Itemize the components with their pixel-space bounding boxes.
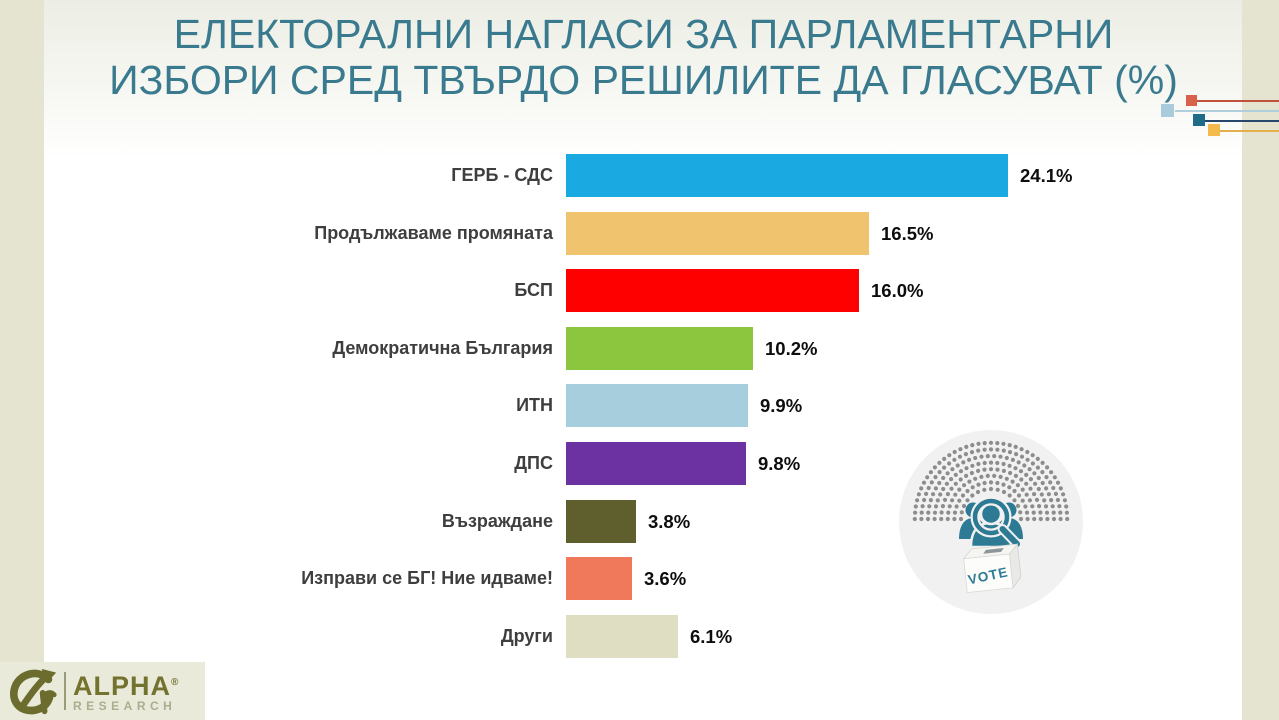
logo-divider bbox=[64, 672, 66, 710]
deco-square-dark-teal bbox=[1193, 114, 1205, 126]
category-label: ДПС bbox=[514, 453, 553, 473]
parliament-vote-svg: VOTE bbox=[899, 430, 1083, 614]
bar bbox=[566, 384, 748, 427]
bar bbox=[566, 154, 1008, 197]
ballot-slot bbox=[983, 548, 1004, 554]
logo-text: ALPHA® RESEARCH bbox=[73, 670, 179, 713]
deco-line-red bbox=[1197, 100, 1279, 102]
bar-value: 3.8% bbox=[648, 511, 691, 532]
bar-value: 16.0% bbox=[871, 280, 924, 301]
ballot-box-icon: VOTE bbox=[962, 543, 1022, 594]
logo-subtitle: RESEARCH bbox=[73, 698, 177, 713]
alpha-logo-glyph-icon bbox=[9, 668, 57, 715]
bar-value: 24.1% bbox=[1020, 165, 1073, 186]
bar bbox=[566, 327, 753, 370]
title-line-1: ЕЛЕКТОРАЛНИ НАГЛАСИ ЗА ПАРЛАМЕНТАРНИ bbox=[173, 11, 1114, 57]
category-label: Изправи се БГ! Ние идваме! bbox=[301, 568, 553, 588]
bar-value: 9.9% bbox=[760, 395, 803, 416]
hemicycle-dots bbox=[912, 440, 1070, 522]
bar bbox=[566, 442, 746, 485]
bar-value: 3.6% bbox=[644, 568, 687, 589]
category-label: БСП bbox=[514, 280, 553, 300]
logo-brand: ALPHA® bbox=[73, 670, 179, 699]
deco-line-dark-teal bbox=[1205, 120, 1279, 122]
bar-value: 6.1% bbox=[690, 626, 733, 647]
logo-brand-text: ALPHA bbox=[73, 670, 171, 701]
bar bbox=[566, 557, 632, 600]
deco-line-light-blue bbox=[1175, 110, 1279, 112]
bar-value: 9.8% bbox=[758, 453, 801, 474]
deco-square-yellow bbox=[1208, 124, 1220, 136]
deco-square-light-blue bbox=[1161, 104, 1174, 117]
category-label: Възраждане bbox=[441, 511, 553, 531]
left-side-strip bbox=[0, 0, 44, 720]
parliament-vote-illustration: VOTE bbox=[899, 430, 1083, 614]
category-label: Демократична България bbox=[332, 338, 553, 358]
logo-registered-mark: ® bbox=[171, 676, 180, 688]
category-label: ИТН bbox=[516, 395, 553, 415]
bar bbox=[566, 615, 678, 658]
bar bbox=[566, 500, 636, 543]
bar bbox=[566, 269, 859, 312]
category-label: Други bbox=[500, 626, 553, 646]
category-label: Продължаваме промяната bbox=[314, 223, 553, 243]
deco-square-red bbox=[1186, 95, 1197, 106]
bar bbox=[566, 212, 869, 255]
page-title: ЕЛЕКТОРАЛНИ НАГЛАСИ ЗА ПАРЛАМЕНТАРНИ ИЗБ… bbox=[50, 11, 1237, 103]
bar-value: 10.2% bbox=[765, 338, 818, 359]
top-gradient-background bbox=[0, 0, 1279, 160]
bar-value: 16.5% bbox=[881, 223, 934, 244]
deco-line-yellow bbox=[1220, 130, 1279, 132]
alpha-research-logo: ALPHA® RESEARCH bbox=[0, 662, 205, 720]
category-label: ГЕРБ - СДС bbox=[451, 165, 553, 185]
people-search-icon bbox=[959, 496, 1023, 549]
title-line-2: ИЗБОРИ СРЕД ТВЪРДО РЕШИЛИТЕ ДА ГЛАСУВАТ … bbox=[109, 57, 1178, 103]
